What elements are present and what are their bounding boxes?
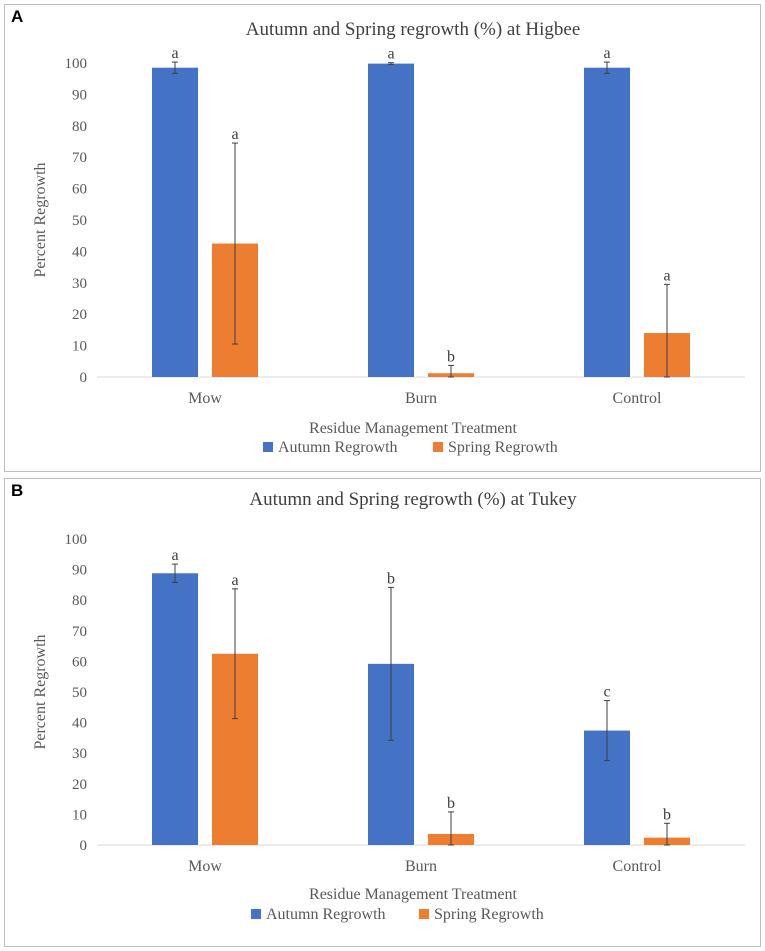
x-category-label: Burn bbox=[405, 390, 437, 407]
y-tick-label: 80 bbox=[72, 593, 87, 609]
significance-letter: a bbox=[663, 267, 670, 284]
x-axis-label: Residue Management Treatment bbox=[309, 420, 518, 437]
y-tick-label: 70 bbox=[72, 624, 87, 640]
bar-mow-autumn bbox=[152, 573, 198, 845]
bar-control-autumn bbox=[584, 67, 630, 378]
panel-a-letter: A bbox=[11, 7, 24, 26]
chart-title: Autumn and Spring regrowth (%) at Higbee bbox=[246, 19, 581, 40]
legend-swatch-autumn bbox=[251, 909, 261, 919]
x-category-label: Mow bbox=[188, 390, 222, 407]
y-tick-label: 30 bbox=[72, 746, 87, 762]
x-category-label: Control bbox=[613, 390, 662, 407]
y-tick-label: 40 bbox=[72, 244, 87, 260]
significance-letter: b bbox=[447, 348, 455, 365]
y-tick-label: 60 bbox=[72, 182, 87, 198]
x-category-label: Mow bbox=[188, 858, 222, 875]
y-tick-label: 50 bbox=[72, 685, 87, 701]
y-axis-label: Percent Regrowth bbox=[32, 634, 49, 749]
x-category-label: Burn bbox=[405, 858, 437, 875]
y-axis-label: Percent Regrowth bbox=[32, 162, 49, 277]
y-tick-label: 40 bbox=[72, 716, 87, 732]
y-tick-label: 70 bbox=[72, 150, 87, 166]
y-tick-label: 100 bbox=[65, 56, 88, 72]
y-tick-label: 100 bbox=[65, 532, 88, 548]
chart-1-svg: Autumn and Spring regrowth (%) at Tukey 0… bbox=[32, 489, 745, 923]
significance-letter: b bbox=[663, 806, 671, 823]
bar-burn-autumn bbox=[368, 63, 414, 378]
y-tick-label: 20 bbox=[72, 307, 87, 323]
legend-swatch-spring bbox=[433, 442, 443, 452]
y-tick-label: 80 bbox=[72, 119, 87, 135]
y-tick-label: 0 bbox=[80, 838, 88, 854]
chart-0-svg: Autumn and Spring regrowth (%) at Higbee… bbox=[32, 19, 745, 456]
significance-letter: a bbox=[387, 46, 394, 63]
y-tick-label: 20 bbox=[72, 777, 87, 793]
legend-label-autumn: Autumn Regrowth bbox=[266, 906, 386, 923]
significance-letter: b bbox=[387, 570, 395, 587]
legend-swatch-spring bbox=[419, 909, 429, 919]
legend-label-spring: Spring Regrowth bbox=[434, 906, 544, 923]
panel-a: A Autumn and Spring regrowth (%) at Higb… bbox=[4, 4, 761, 472]
y-tick-label: 10 bbox=[72, 339, 87, 355]
chart-title: Autumn and Spring regrowth (%) at Tukey bbox=[249, 489, 577, 510]
y-tick-label: 90 bbox=[72, 87, 87, 103]
x-category-label: Control bbox=[613, 858, 662, 875]
legend-label-autumn: Autumn Regrowth bbox=[278, 439, 398, 456]
y-tick-label: 50 bbox=[72, 213, 87, 229]
legend-swatch-autumn bbox=[263, 442, 273, 452]
significance-letter: c bbox=[603, 684, 610, 701]
bar-mow-autumn bbox=[152, 67, 198, 378]
y-tick-label: 30 bbox=[72, 276, 87, 292]
y-tick-label: 90 bbox=[72, 563, 87, 579]
y-tick-label: 60 bbox=[72, 654, 87, 670]
panel-b-letter: B bbox=[11, 481, 24, 500]
significance-letter: a bbox=[231, 572, 238, 589]
legend-label-spring: Spring Regrowth bbox=[448, 439, 558, 456]
significance-letter: b bbox=[447, 795, 455, 812]
y-tick-label: 0 bbox=[80, 370, 88, 386]
x-axis-label: Residue Management Treatment bbox=[309, 886, 518, 903]
significance-letter: a bbox=[171, 45, 178, 62]
significance-letter: a bbox=[603, 45, 610, 62]
panel-b: B Autumn and Spring regrowth (%) at Tuke… bbox=[4, 478, 761, 947]
significance-letter: a bbox=[171, 547, 178, 564]
y-tick-label: 10 bbox=[72, 807, 87, 823]
significance-letter: a bbox=[231, 126, 238, 143]
